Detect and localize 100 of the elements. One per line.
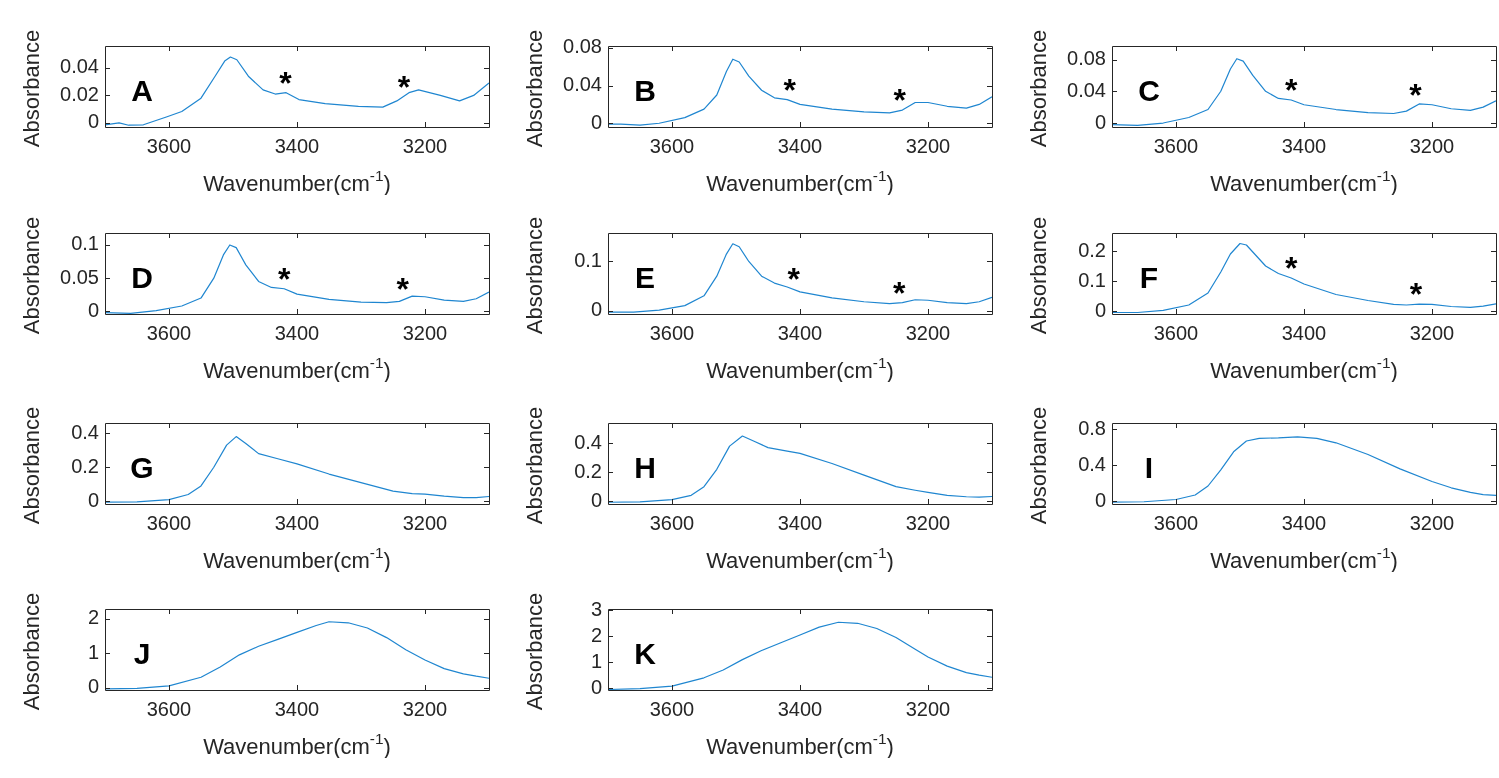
annotation: I [1144, 450, 1154, 484]
y-tick-label: 0 [590, 488, 602, 511]
x-tick-label: 3600 [146, 134, 192, 157]
annotation: * [279, 64, 293, 101]
x-tick-label: 3400 [274, 511, 320, 534]
x-tick-label: 3600 [649, 697, 695, 720]
annotation: * [397, 68, 411, 105]
annotation: H [634, 450, 656, 484]
y-tick-label: 0 [590, 298, 602, 321]
x-tick-label: 3600 [1153, 134, 1199, 157]
x-tick-label: 3600 [146, 697, 192, 720]
y-tick-label: 0.05 [60, 265, 99, 288]
annotation: B [634, 73, 656, 107]
y-tick-label: 0.08 [1067, 47, 1106, 70]
annotation: * [1409, 276, 1423, 313]
y-tick-label: 2 [87, 606, 99, 629]
annotation: * [277, 260, 291, 297]
x-tick-label: 3200 [1409, 134, 1455, 157]
x-tick-label: 3600 [146, 321, 192, 344]
y-tick-label: 0 [590, 110, 602, 133]
y-axis-title: Absorbance [1026, 29, 1052, 148]
x-tick-label: 3400 [1281, 134, 1327, 157]
x-tick-label: 3400 [274, 134, 320, 157]
y-tick-label: 0.1 [1078, 268, 1106, 291]
y-tick-label: 0.04 [60, 55, 99, 78]
y-tick-label: 0 [87, 298, 99, 321]
x-tick-label: 3400 [777, 321, 823, 344]
annotation: D [131, 260, 153, 294]
y-tick-label: 1 [87, 640, 99, 663]
y-tick-label: 0.02 [60, 82, 99, 105]
y-axis-title: Absorbance [522, 592, 548, 711]
y-axis-title: Absorbance [522, 216, 548, 335]
x-tick-label: 3400 [1281, 321, 1327, 344]
x-tick-label: 3400 [1281, 511, 1327, 534]
y-tick-label: 3 [590, 597, 602, 620]
y-tick-label: 0.4 [1078, 452, 1106, 475]
annotation: * [396, 271, 410, 308]
x-tick-label: 3200 [905, 697, 951, 720]
annotation: J [133, 636, 151, 670]
y-tick-label: 0.4 [574, 430, 602, 453]
x-tick-label: 3600 [1153, 321, 1199, 344]
x-tick-label: 3200 [905, 321, 951, 344]
y-tick-label: 0 [87, 110, 99, 133]
annotation: * [1284, 71, 1298, 108]
annotation: A [131, 73, 153, 107]
x-tick-label: 3200 [402, 697, 448, 720]
x-tick-label: 3400 [777, 134, 823, 157]
y-tick-label: 0.08 [563, 35, 602, 58]
y-tick-label: 0.8 [1078, 416, 1106, 439]
x-tick-label: 3200 [402, 511, 448, 534]
y-tick-label: 0 [590, 675, 602, 698]
y-tick-label: 0 [1094, 488, 1106, 511]
x-tick-label: 3600 [649, 321, 695, 344]
x-tick-label: 3400 [274, 321, 320, 344]
annotation: * [1284, 249, 1298, 286]
annotation: * [783, 72, 797, 109]
y-tick-label: 0.4 [71, 420, 99, 443]
x-tick-label: 3200 [905, 511, 951, 534]
annotation: * [787, 261, 801, 298]
y-tick-label: 0.2 [71, 454, 99, 477]
x-tick-label: 3400 [777, 511, 823, 534]
x-tick-label: 3200 [905, 134, 951, 157]
y-axis-title: Absorbance [19, 216, 45, 335]
x-tick-label: 3200 [402, 321, 448, 344]
y-tick-label: 1 [590, 649, 602, 672]
y-tick-label: 0.04 [563, 73, 602, 96]
y-tick-label: 0 [87, 488, 99, 511]
x-tick-label: 3600 [649, 134, 695, 157]
x-tick-label: 3200 [402, 134, 448, 157]
annotation: * [893, 81, 907, 118]
x-tick-label: 3200 [1409, 511, 1455, 534]
y-tick-label: 2 [590, 623, 602, 646]
x-tick-label: 3400 [274, 697, 320, 720]
y-tick-label: 0 [87, 675, 99, 698]
annotation: C [1138, 73, 1160, 107]
y-tick-label: 0 [1094, 110, 1106, 133]
annotation: G [130, 450, 154, 484]
annotation: E [634, 260, 656, 294]
x-tick-label: 3600 [146, 511, 192, 534]
y-axis-title: Absorbance [19, 406, 45, 525]
x-tick-label: 3400 [777, 697, 823, 720]
y-axis-title: Absorbance [1026, 406, 1052, 525]
y-axis-title: Absorbance [522, 406, 548, 525]
y-tick-label: 0.1 [574, 248, 602, 271]
x-tick-label: 3600 [649, 511, 695, 534]
y-axis-title: Absorbance [1026, 216, 1052, 335]
y-tick-label: 0.2 [574, 459, 602, 482]
y-axis-title: Absorbance [19, 592, 45, 711]
x-tick-label: 3600 [1153, 511, 1199, 534]
annotation: F [1139, 260, 1159, 294]
y-axis-title: Absorbance [19, 29, 45, 148]
annotation: * [892, 275, 906, 312]
y-axis-title: Absorbance [522, 29, 548, 148]
annotation: K [634, 636, 657, 670]
y-tick-label: 0.2 [1078, 238, 1106, 261]
y-tick-label: 0.1 [71, 232, 99, 255]
x-tick-label: 3200 [1409, 321, 1455, 344]
y-tick-label: 0.04 [1067, 78, 1106, 101]
y-tick-label: 0 [1094, 298, 1106, 321]
annotation: * [1409, 77, 1423, 114]
